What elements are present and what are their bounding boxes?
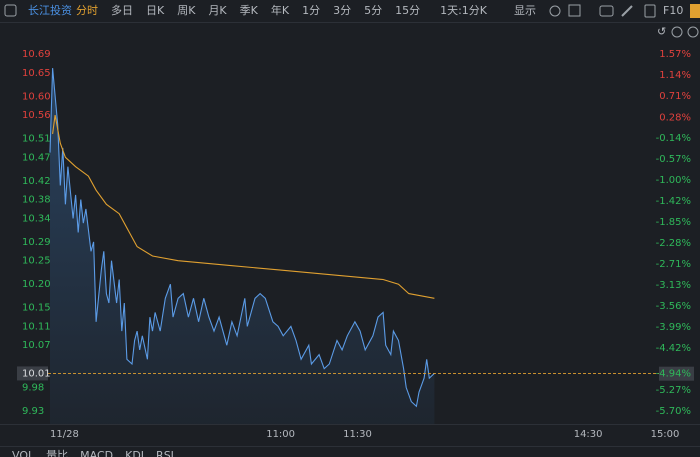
period-tab[interactable]: 周K xyxy=(177,4,196,17)
last-change-box xyxy=(659,366,694,381)
y2-tick-label: 0.28% xyxy=(659,112,691,123)
toolbar-icons: ↺ xyxy=(549,4,700,38)
settings-icon[interactable] xyxy=(549,5,561,17)
y2-tick-label: -0.57% xyxy=(656,154,691,165)
y-tick-label: 10.69 xyxy=(22,49,51,60)
indicator-tab[interactable]: VOL xyxy=(12,449,35,457)
period-tab[interactable]: 年K xyxy=(271,3,290,17)
period-tab[interactable]: 多日 xyxy=(111,3,133,17)
y-tick-label: 10.51 xyxy=(22,134,51,145)
last-price-box xyxy=(17,366,48,381)
y-tick-label: 10.47 xyxy=(22,152,51,163)
y2-tick-label: -3.56% xyxy=(656,301,691,312)
price-line xyxy=(49,68,435,408)
panel-icon[interactable] xyxy=(4,4,17,17)
x-tick-label: 11/28 xyxy=(50,429,79,440)
period-tab[interactable]: 季K xyxy=(240,4,259,17)
y-tick-label: 9.93 xyxy=(22,406,44,417)
y2-tick-label: -3.99% xyxy=(656,322,691,333)
plot: 10.69 10.65 10.60 10.56 10.51 10.47 10.42 10.38… xyxy=(17,49,694,440)
y2-tick-label: -5.27% xyxy=(656,385,691,396)
y2-tick-label: 1.14% xyxy=(659,70,691,81)
y2-tick-label: -3.13% xyxy=(656,280,691,291)
undo-icon[interactable]: ↺ xyxy=(657,25,666,38)
side-tab[interactable] xyxy=(690,4,700,18)
x-tick-label: 14:30 xyxy=(574,429,603,440)
y-tick-label: 10.11 xyxy=(22,321,51,332)
period-tab[interactable]: 15分 xyxy=(395,4,420,17)
display-menu[interactable]: 显示 xyxy=(514,4,536,17)
y-tick-label: 10.20 xyxy=(22,279,51,290)
y-tick-label: 10.07 xyxy=(22,340,51,351)
y2-tick-label: -1.00% xyxy=(656,175,691,186)
average-line xyxy=(52,114,435,299)
x-tick-label: 11:30 xyxy=(343,429,372,440)
y-tick-label: 10.65 xyxy=(22,68,51,79)
last-change-label: -4.94% xyxy=(656,369,691,380)
trash-icon[interactable] xyxy=(644,4,656,18)
y-tick-label: 10.56 xyxy=(22,110,51,121)
y-tick-label: 10.38 xyxy=(22,195,51,206)
y-tick-label: 10.42 xyxy=(22,176,51,187)
stock-name[interactable]: 长江投资 xyxy=(28,3,72,17)
y2-tick-label: 0.71% xyxy=(659,91,691,102)
toolbar: 长江投资 分时 多日 日K 周K 月K 季K 年K 1分 3分 5分 15分 1天:1分K 显示 F10 xyxy=(28,3,683,17)
period-tab[interactable]: 3分 xyxy=(333,4,351,17)
indicator-tab[interactable]: 量比 xyxy=(46,449,68,457)
x-tick-label: 11:00 xyxy=(266,429,295,440)
y-tick-label: 10.29 xyxy=(22,237,51,248)
y2-tick-label: 1.57% xyxy=(659,49,691,60)
x-tick-label: 15:00 xyxy=(651,429,680,440)
pen-icon[interactable] xyxy=(621,5,633,17)
y-tick-label: 10.34 xyxy=(22,213,51,224)
y2-tick-label: -1.42% xyxy=(656,196,691,207)
zoom-out-icon[interactable] xyxy=(671,26,683,38)
period-tab[interactable]: 日K xyxy=(146,4,165,17)
y2-tick-label: -1.85% xyxy=(656,217,691,228)
period-tab[interactable]: 月K xyxy=(208,4,227,17)
y2-tick-label: -2.71% xyxy=(656,259,691,270)
y2-tick-label: -4.42% xyxy=(656,343,691,354)
y-tick-label: 10.60 xyxy=(22,91,51,102)
period-tab[interactable]: 1分 xyxy=(302,4,320,17)
y2-tick-label: -5.70% xyxy=(656,406,691,417)
period-tab[interactable]: 5分 xyxy=(364,4,382,17)
y2-tick-label: -2.28% xyxy=(656,238,691,249)
checkbox-icon[interactable] xyxy=(568,4,581,17)
last-price-label: 10.01 xyxy=(22,368,51,379)
period-tab[interactable]: 分时 xyxy=(76,4,98,17)
price-area xyxy=(50,68,435,424)
zoom-in-icon[interactable] xyxy=(687,26,699,38)
y-tick-label: 10.15 xyxy=(22,303,51,314)
f10-button[interactable]: F10 xyxy=(663,4,683,17)
y-tick-label: 9.98 xyxy=(22,383,44,394)
y-tick-label: 10.25 xyxy=(22,256,51,267)
indicator-tab[interactable]: KDJ xyxy=(125,449,144,457)
period-tab[interactable]: 1天:1分K xyxy=(440,4,488,17)
camera-icon[interactable] xyxy=(599,5,614,17)
y2-tick-label: -0.14% xyxy=(656,133,691,144)
indicator-tab[interactable]: MACD xyxy=(80,449,113,457)
indicator-tab[interactable]: RSI xyxy=(156,449,174,457)
